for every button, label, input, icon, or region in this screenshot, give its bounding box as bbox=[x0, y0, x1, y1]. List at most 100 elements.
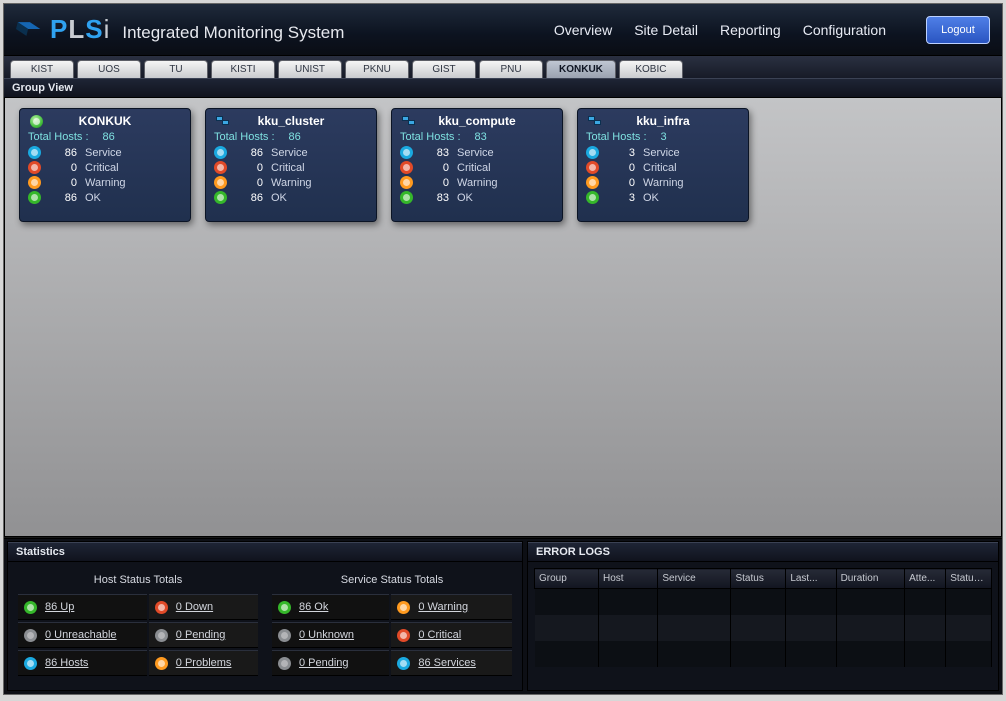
host-down-link[interactable]: 0 Down bbox=[176, 601, 213, 613]
card-row: 86Service bbox=[214, 146, 368, 159]
status-dot bbox=[28, 191, 41, 204]
card-total-hosts: Total Hosts :86 bbox=[28, 131, 182, 143]
service-critical-link[interactable]: 0 Critical bbox=[418, 629, 461, 641]
tab-kist[interactable]: KIST bbox=[10, 60, 74, 78]
error-col-group[interactable]: Group bbox=[535, 569, 599, 589]
workspace: Group View KONKUKTotal Hosts :86 86Servic… bbox=[4, 78, 1002, 538]
status-dot bbox=[28, 146, 41, 159]
group-card-kku_cluster[interactable]: kku_clusterTotal Hosts :8686Service0Crit… bbox=[205, 108, 377, 222]
nav-reporting[interactable]: Reporting bbox=[720, 22, 781, 38]
card-row: 0Critical bbox=[400, 161, 554, 174]
card-title: KONKUK bbox=[28, 113, 182, 131]
status-dot bbox=[586, 146, 599, 159]
logo-subtitle: Integrated Monitoring System bbox=[122, 23, 344, 43]
table-row bbox=[535, 589, 992, 615]
tab-konkuk[interactable]: KONKUK bbox=[546, 60, 616, 78]
card-row: 83OK bbox=[400, 191, 554, 204]
card-row: 86Service bbox=[28, 146, 182, 159]
tab-unist[interactable]: UNIST bbox=[278, 60, 342, 78]
status-dot bbox=[214, 146, 227, 159]
hosts-total-link[interactable]: 86 Hosts bbox=[45, 657, 88, 669]
error-col-duration[interactable]: Duration bbox=[836, 569, 905, 589]
logout-button[interactable]: Logout bbox=[926, 16, 990, 44]
app-header: PLSi Integrated Monitoring System Overvi… bbox=[4, 4, 1002, 56]
service-pending-link[interactable]: 0 Pending bbox=[299, 657, 349, 669]
status-dot bbox=[586, 191, 599, 204]
footer: Statistics Host Status Totals 86 Up 0 Do… bbox=[4, 538, 1002, 694]
group-card-kku_compute[interactable]: kku_computeTotal Hosts :8383Service0Crit… bbox=[391, 108, 563, 222]
status-critical-icon bbox=[397, 629, 410, 642]
nav-overview[interactable]: Overview bbox=[554, 22, 612, 38]
status-dot bbox=[400, 176, 413, 189]
status-dot bbox=[400, 146, 413, 159]
tab-tu[interactable]: TU bbox=[144, 60, 208, 78]
tab-uos[interactable]: UOS bbox=[77, 60, 141, 78]
status-dot bbox=[586, 161, 599, 174]
card-row: 0Warning bbox=[28, 176, 182, 189]
card-title: kku_cluster bbox=[214, 113, 368, 131]
service-ok-link[interactable]: 86 Ok bbox=[299, 601, 328, 613]
table-row bbox=[535, 615, 992, 641]
card-row: 0Warning bbox=[214, 176, 368, 189]
error-col-statusi-[interactable]: Statusi... bbox=[946, 569, 992, 589]
services-total-link[interactable]: 86 Services bbox=[418, 657, 475, 669]
error-col-last-[interactable]: Last... bbox=[786, 569, 836, 589]
card-row: 0Critical bbox=[214, 161, 368, 174]
status-dot bbox=[586, 176, 599, 189]
card-row: 0Critical bbox=[28, 161, 182, 174]
error-col-host[interactable]: Host bbox=[598, 569, 657, 589]
status-unreachable-icon bbox=[24, 629, 37, 642]
host-status-heading: Host Status Totals bbox=[18, 570, 258, 592]
error-col-status[interactable]: Status bbox=[731, 569, 786, 589]
card-total-hosts: Total Hosts :83 bbox=[400, 131, 554, 143]
error-logs-panel: ERROR LOGS GroupHostServiceStatusLast...… bbox=[527, 541, 999, 691]
tab-gist[interactable]: GIST bbox=[412, 60, 476, 78]
error-logs-table: GroupHostServiceStatusLast...DurationAtt… bbox=[534, 568, 992, 667]
status-unknown-icon bbox=[278, 629, 291, 642]
card-total-hosts: Total Hosts :3 bbox=[586, 131, 740, 143]
tab-kisti[interactable]: KISTI bbox=[211, 60, 275, 78]
logo-text: PLSi bbox=[50, 14, 110, 45]
statistics-header: Statistics bbox=[8, 542, 522, 562]
card-row: 86OK bbox=[28, 191, 182, 204]
status-up-icon bbox=[24, 601, 37, 614]
card-row: 0Critical bbox=[586, 161, 740, 174]
group-view-header: Group View bbox=[4, 78, 1002, 98]
tab-pnu[interactable]: PNU bbox=[479, 60, 543, 78]
group-status-icon bbox=[30, 115, 43, 128]
nav-configuration[interactable]: Configuration bbox=[803, 22, 886, 38]
nav-site-detail[interactable]: Site Detail bbox=[634, 22, 698, 38]
host-problems-link[interactable]: 0 Problems bbox=[176, 657, 232, 669]
error-col-atte-[interactable]: Atte... bbox=[905, 569, 946, 589]
card-title: kku_infra bbox=[586, 113, 740, 131]
status-down-icon bbox=[155, 601, 168, 614]
main-nav: Overview Site Detail Reporting Configura… bbox=[554, 16, 990, 44]
card-row: 0Warning bbox=[586, 176, 740, 189]
card-row: 0Warning bbox=[400, 176, 554, 189]
table-row bbox=[535, 641, 992, 667]
error-col-service[interactable]: Service bbox=[658, 569, 731, 589]
services-total-icon bbox=[397, 657, 410, 670]
tab-kobic[interactable]: KOBIC bbox=[619, 60, 683, 78]
group-view-body: KONKUKTotal Hosts :86 86Service 0Critical 0… bbox=[4, 98, 1002, 537]
status-ok-icon bbox=[278, 601, 291, 614]
card-row: 3Service bbox=[586, 146, 740, 159]
status-dot bbox=[28, 176, 41, 189]
service-warning-link[interactable]: 0 Warning bbox=[418, 601, 468, 613]
status-dot bbox=[214, 191, 227, 204]
card-row: 3OK bbox=[586, 191, 740, 204]
status-dot bbox=[400, 191, 413, 204]
status-pending-icon bbox=[155, 629, 168, 642]
service-unknown-link[interactable]: 0 Unknown bbox=[299, 629, 354, 641]
error-logs-header: ERROR LOGS bbox=[528, 542, 998, 562]
group-card-konkuk[interactable]: KONKUKTotal Hosts :86 86Service 0Critical 0… bbox=[19, 108, 191, 222]
host-status-table: Host Status Totals 86 Up 0 Down 0 Unreac… bbox=[16, 568, 260, 678]
host-unreachable-link[interactable]: 0 Unreachable bbox=[45, 629, 117, 641]
tab-pknu[interactable]: PKNU bbox=[345, 60, 409, 78]
host-up-link[interactable]: 86 Up bbox=[45, 601, 74, 613]
cluster-icon bbox=[402, 116, 416, 126]
statistics-panel: Statistics Host Status Totals 86 Up 0 Do… bbox=[7, 541, 523, 691]
group-card-kku_infra[interactable]: kku_infraTotal Hosts :3 3Service 0Critical… bbox=[577, 108, 749, 222]
status-dot bbox=[400, 161, 413, 174]
host-pending-link[interactable]: 0 Pending bbox=[176, 629, 226, 641]
